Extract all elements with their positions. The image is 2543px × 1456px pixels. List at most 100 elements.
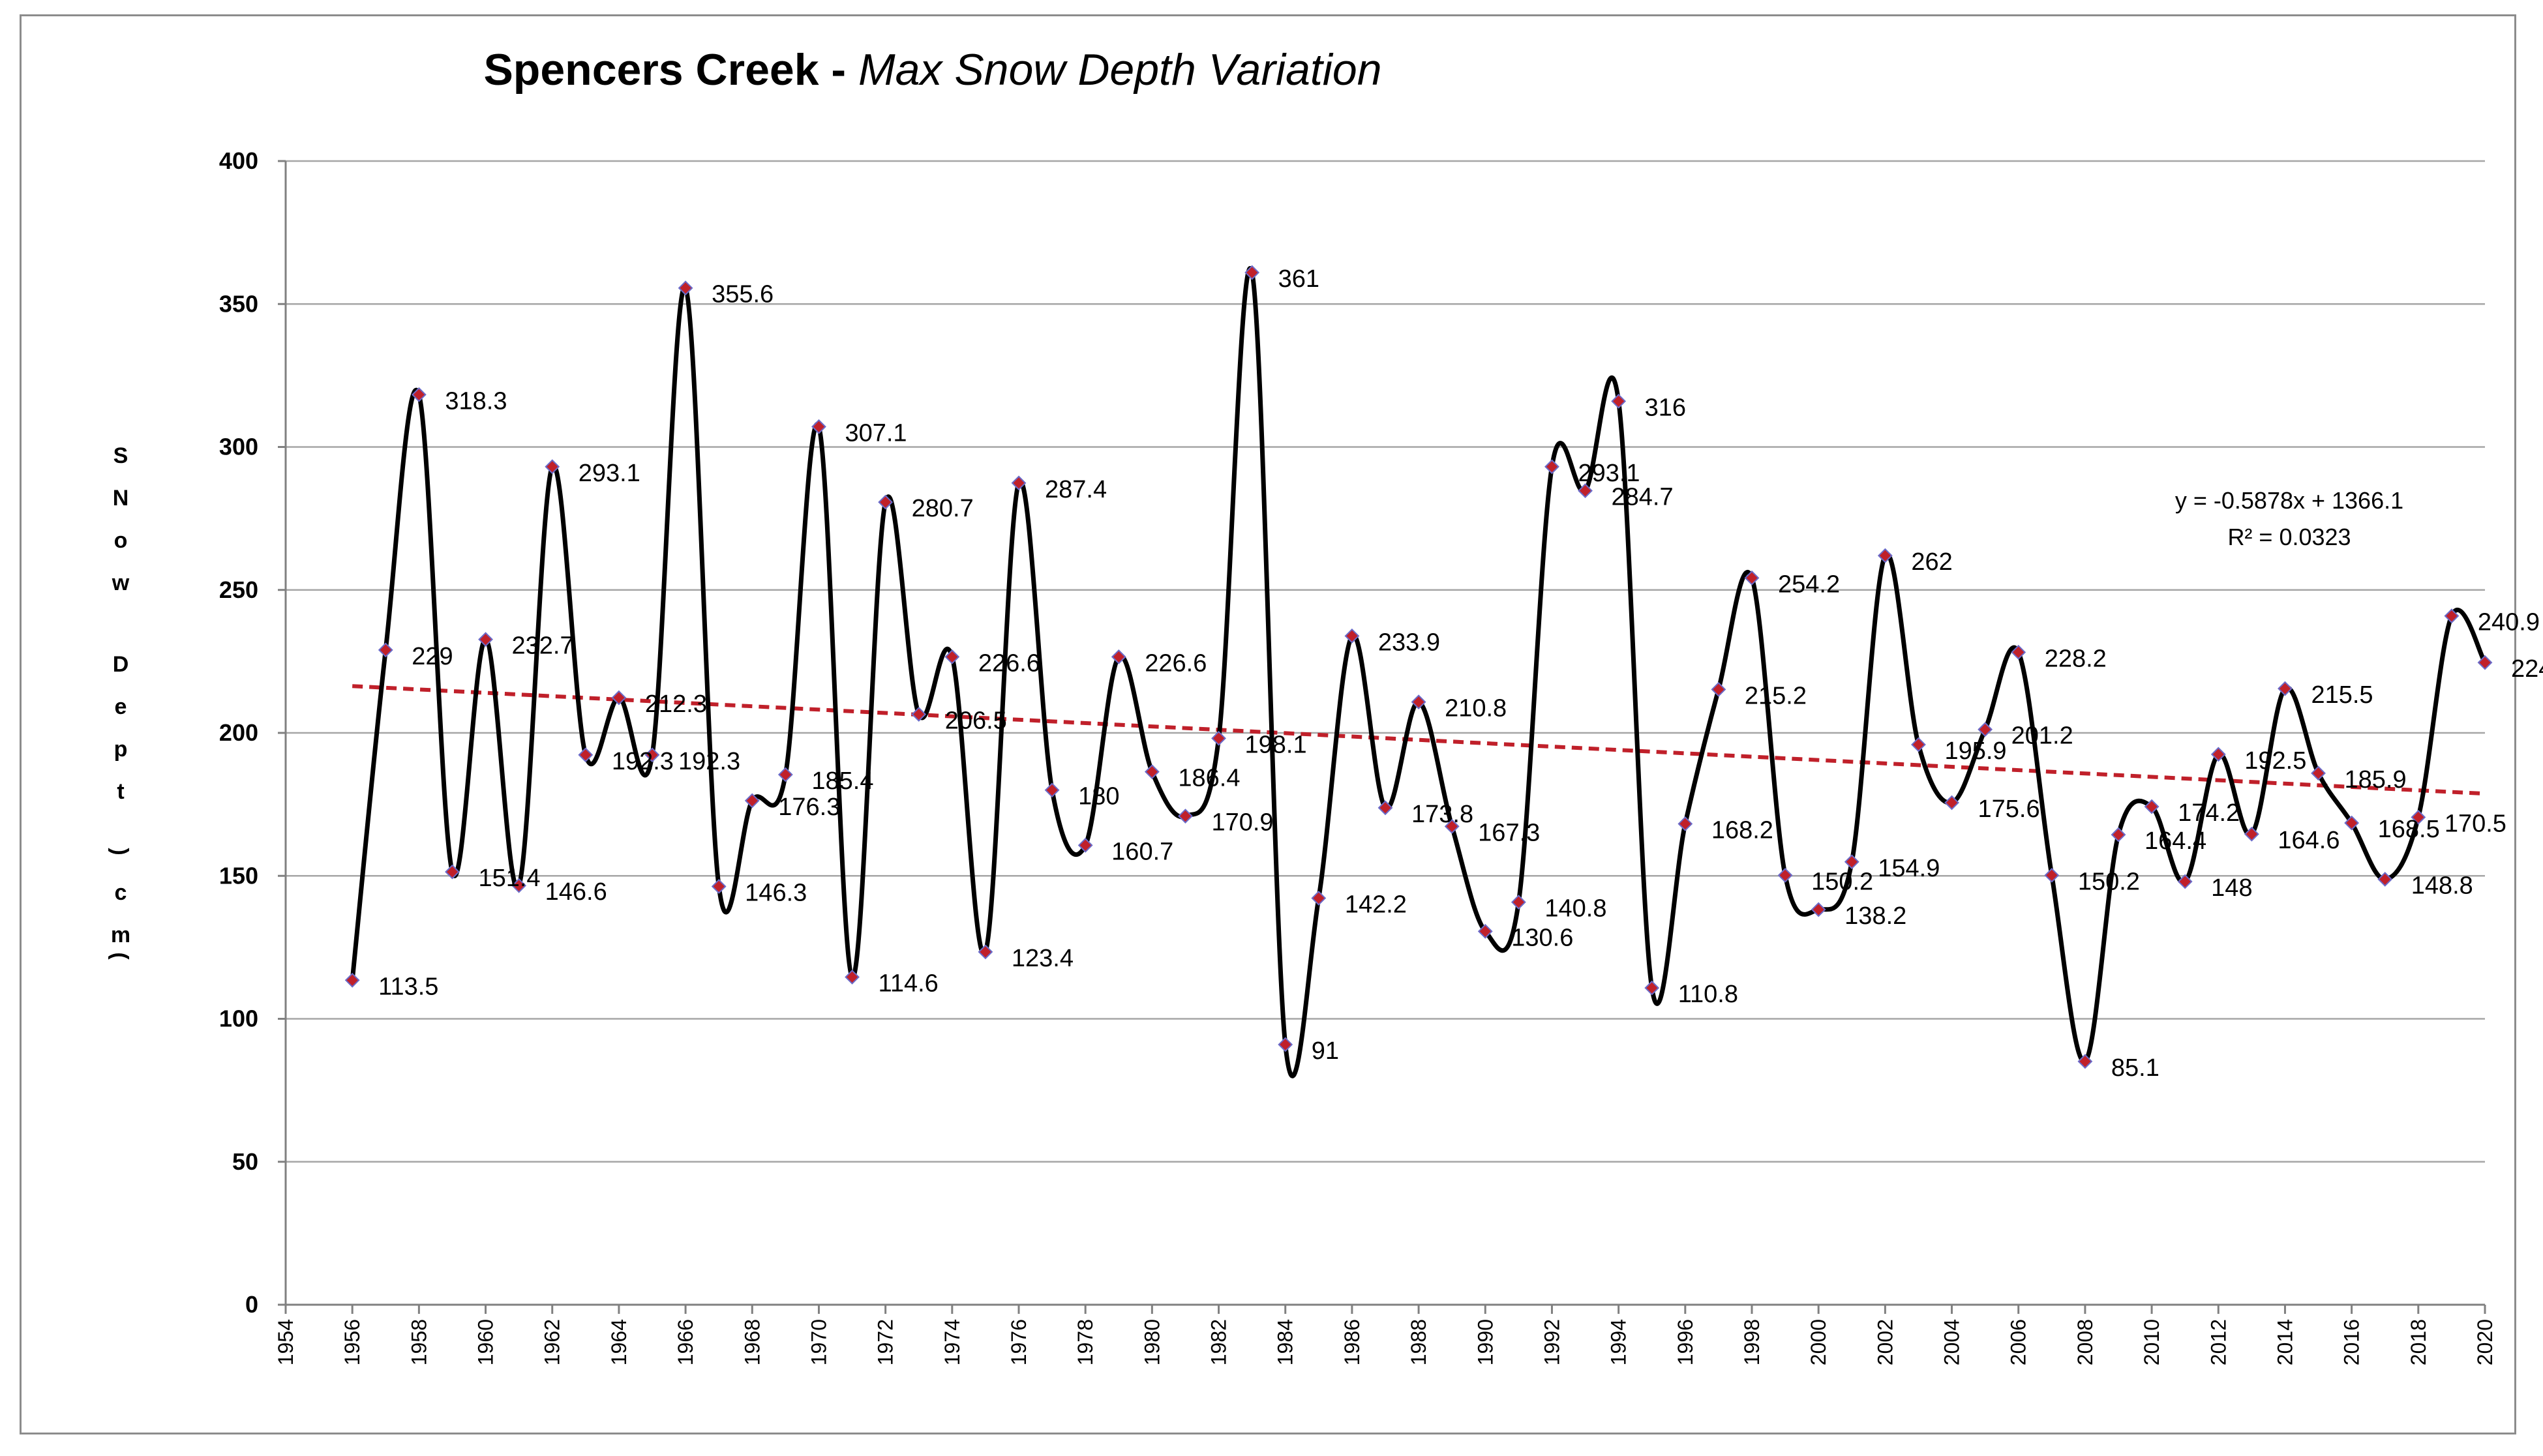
trendline-equation-text: y = -0.5878x + 1366.1 xyxy=(2175,487,2403,514)
x-tick-label-1988: 1988 xyxy=(1407,1319,1430,1365)
data-label: 185.9 xyxy=(2345,766,2407,794)
chart-title-italic: Max Snow Depth Variation xyxy=(858,45,1382,95)
data-point xyxy=(1278,1037,1293,1052)
data-point xyxy=(2011,644,2026,660)
y-tick-label-400: 400 xyxy=(219,147,258,174)
chart-title-bold: Spencers Creek - xyxy=(483,45,858,95)
x-tick-label-1966: 1966 xyxy=(674,1319,697,1365)
data-label: 232.7 xyxy=(512,632,574,660)
data-label: 180 xyxy=(1078,783,1119,810)
data-label: 164.4 xyxy=(2144,827,2206,855)
data-point xyxy=(1444,818,1460,834)
data-label: 293.1 xyxy=(579,460,640,487)
data-label: 140.8 xyxy=(1544,895,1606,923)
data-label: 228.2 xyxy=(2045,645,2107,672)
data-point xyxy=(344,972,360,988)
data-label: 233.9 xyxy=(1378,629,1440,656)
data-point xyxy=(2111,827,2126,842)
x-tick-label-2016: 2016 xyxy=(2340,1319,2364,1365)
data-point xyxy=(2377,872,2393,887)
data-point xyxy=(2278,681,2293,696)
data-point xyxy=(878,494,894,510)
data-label: 186.4 xyxy=(1178,765,1240,792)
x-tick-label-2006: 2006 xyxy=(2007,1319,2030,1365)
data-point xyxy=(1544,459,1559,475)
y-axis-label-char: S xyxy=(113,443,128,468)
data-label: 212.3 xyxy=(645,691,707,718)
data-point xyxy=(1244,265,1260,280)
data-label: 110.8 xyxy=(1678,981,1738,1008)
x-tick-label-2010: 2010 xyxy=(2140,1319,2163,1365)
data-label: 167.3 xyxy=(1478,819,1540,846)
data-label: 201.2 xyxy=(2011,722,2073,750)
data-label: 175.6 xyxy=(1978,795,2040,823)
data-point xyxy=(578,747,594,763)
data-point xyxy=(811,419,826,434)
data-label: 355.6 xyxy=(712,281,774,308)
y-axis-label-char: c xyxy=(115,880,127,905)
y-axis-label-char: m xyxy=(111,923,130,947)
data-label: 206.5 xyxy=(945,707,1007,734)
data-point xyxy=(1044,782,1060,798)
data-label: 168.5 xyxy=(2378,816,2440,843)
data-point xyxy=(2044,867,2060,883)
x-tick-label-1972: 1972 xyxy=(874,1319,897,1365)
data-label: 142.2 xyxy=(1345,891,1407,918)
series-line-group xyxy=(350,266,2488,1078)
data-label: 123.4 xyxy=(1012,945,1074,972)
y-tick-labels: 0 50 100 150 200 250 300 350 400 xyxy=(219,147,258,1318)
x-tick-label-1998: 1998 xyxy=(1740,1319,1764,1365)
data-point xyxy=(2411,809,2426,825)
data-point xyxy=(1477,923,1493,939)
data-point xyxy=(2144,799,2159,814)
data-point xyxy=(378,642,393,658)
data-label: 113.5 xyxy=(378,973,438,1000)
data-label: 240.9 xyxy=(2478,609,2540,636)
data-point xyxy=(1578,483,1593,499)
series-line xyxy=(350,266,2488,1078)
x-tick-label-1960: 1960 xyxy=(474,1319,498,1365)
y-axis-label-char: ) xyxy=(108,848,132,855)
data-point xyxy=(1911,737,1926,752)
data-point xyxy=(2311,765,2326,781)
data-point xyxy=(1877,548,1893,563)
data-label: 316 xyxy=(1645,394,1686,421)
data-point xyxy=(1611,393,1627,409)
y-axis-label-char: ( xyxy=(108,952,132,960)
data-label: 150.2 xyxy=(1811,868,1873,895)
data-point xyxy=(1144,764,1160,780)
x-tick-label-1978: 1978 xyxy=(1074,1319,1097,1365)
data-label: 168.2 xyxy=(1711,816,1773,844)
x-tick-label-1994: 1994 xyxy=(1607,1319,1631,1365)
data-point xyxy=(1111,649,1126,664)
data-label: 146.6 xyxy=(545,878,607,906)
x-tick-label-1962: 1962 xyxy=(541,1319,564,1365)
x-tick-label-1982: 1982 xyxy=(1207,1319,1231,1365)
data-label: 192.3 xyxy=(612,748,674,775)
x-tick-label-1984: 1984 xyxy=(1274,1319,1297,1365)
data-point xyxy=(1178,809,1193,824)
x-tick-label-1958: 1958 xyxy=(407,1319,430,1365)
x-tick-label-1986: 1986 xyxy=(1340,1319,1364,1365)
data-label: 173.8 xyxy=(1411,801,1473,828)
data-label: 287.4 xyxy=(1045,476,1107,503)
y-axis-label-char: D xyxy=(113,652,129,677)
data-point xyxy=(511,878,527,893)
data-markers xyxy=(344,265,2493,1069)
data-label: 138.2 xyxy=(1844,902,1906,930)
data-point xyxy=(1744,570,1760,586)
data-label: 280.7 xyxy=(912,495,974,522)
y-tick-label-250: 250 xyxy=(219,576,258,603)
x-tick-label-1990: 1990 xyxy=(1473,1319,1497,1365)
data-label: 148 xyxy=(2211,874,2252,902)
data-label: 114.6 xyxy=(879,970,939,997)
data-point xyxy=(1944,795,1959,810)
data-point xyxy=(2077,1054,2093,1069)
data-point xyxy=(1211,730,1226,746)
x-tick-label-2002: 2002 xyxy=(1873,1319,1897,1365)
data-label: 198.1 xyxy=(1245,731,1307,758)
axes xyxy=(278,160,2486,1314)
data-point xyxy=(1777,867,1793,883)
data-label: 293.1 xyxy=(1578,460,1640,487)
data-label: 192.3 xyxy=(678,748,740,775)
